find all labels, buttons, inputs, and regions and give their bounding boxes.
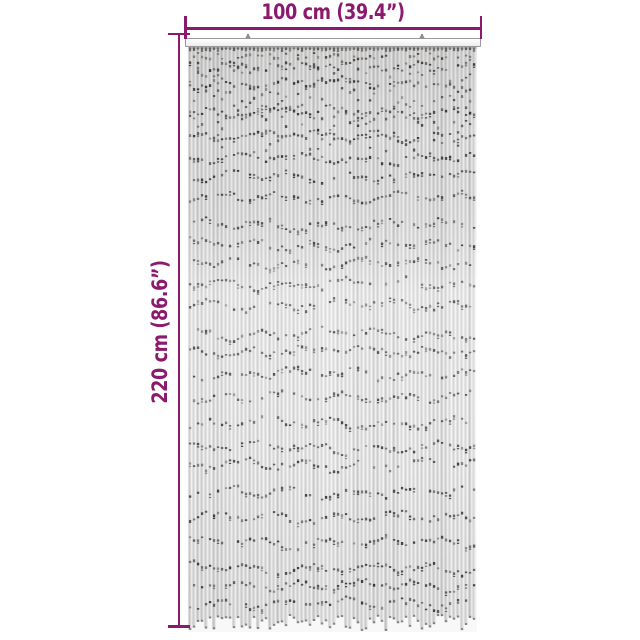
height-dimension-label: 220 cm (86.6”) xyxy=(148,260,173,404)
width-dimension-line xyxy=(184,27,482,30)
width-dimension-label: 100 cm (39.4”) xyxy=(261,0,405,25)
curtain-mounting-rail xyxy=(185,38,481,47)
rail-screw-icon xyxy=(419,33,425,39)
height-dimension-line xyxy=(177,32,181,628)
height-dimension-tick-top xyxy=(167,32,190,36)
width-dimension-tick-left xyxy=(184,16,187,39)
height-dimension-tick-bottom xyxy=(167,625,190,628)
rail-screw-icon xyxy=(245,33,251,39)
width-dimension-tick-right xyxy=(479,16,483,39)
